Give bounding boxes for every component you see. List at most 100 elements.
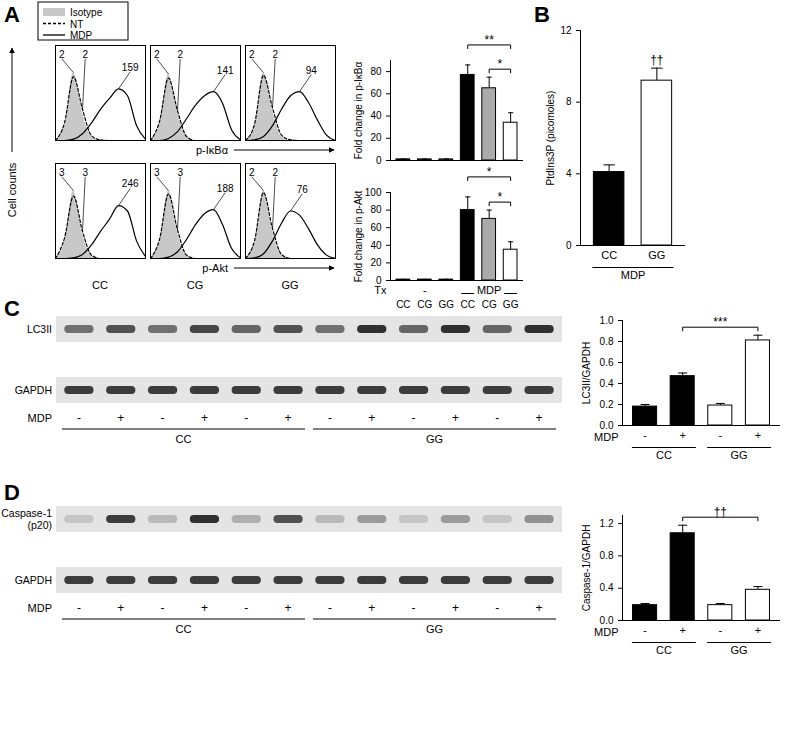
svg-text:Caspase-1/GAPDH: Caspase-1/GAPDH	[581, 525, 592, 612]
svg-text:NT: NT	[70, 19, 83, 30]
svg-text:3: 3	[82, 167, 88, 178]
svg-text:0: 0	[566, 240, 572, 251]
svg-text:-: -	[161, 411, 165, 425]
svg-text:CG: CG	[417, 299, 432, 310]
svg-text:PtdIns3P (picomoles): PtdIns3P (picomoles)	[545, 91, 556, 186]
svg-text:-: -	[328, 411, 332, 425]
svg-text:GAPDH: GAPDH	[15, 574, 52, 586]
svg-text:††: ††	[650, 53, 663, 67]
svg-text:40: 40	[370, 110, 382, 121]
svg-text:0.2: 0.2	[600, 399, 614, 410]
svg-text:LC3II/GAPDH: LC3II/GAPDH	[581, 342, 592, 404]
svg-text:0.8: 0.8	[600, 336, 614, 347]
svg-text:MDP: MDP	[594, 626, 618, 638]
svg-text:MDP: MDP	[594, 431, 618, 443]
svg-text:+: +	[536, 601, 543, 615]
svg-text:LC3II: LC3II	[27, 323, 52, 335]
svg-text:CC: CC	[176, 433, 192, 445]
svg-text:Caspase-1(p20): Caspase-1(p20)	[1, 507, 52, 531]
svg-text:MDP: MDP	[28, 602, 52, 614]
svg-text:CC: CC	[396, 299, 410, 310]
svg-text:-: -	[328, 601, 332, 615]
svg-text:+: +	[201, 411, 208, 425]
svg-text:GG: GG	[648, 249, 665, 261]
svg-text:0.4: 0.4	[600, 378, 614, 389]
svg-text:-: -	[423, 284, 427, 296]
svg-text:Fold change in p-Akt: Fold change in p-Akt	[353, 190, 364, 282]
svg-text:0: 0	[376, 155, 382, 166]
svg-text:GG: GG	[438, 299, 454, 310]
svg-text:+: +	[755, 429, 761, 441]
svg-text:A: A	[4, 2, 20, 27]
svg-text:GG: GG	[426, 433, 443, 445]
svg-text:+: +	[285, 411, 292, 425]
svg-text:-: -	[643, 429, 647, 441]
svg-text:GG: GG	[281, 279, 298, 291]
svg-text:4: 4	[566, 168, 572, 179]
svg-text:GG: GG	[731, 449, 748, 461]
svg-text:80: 80	[370, 66, 382, 77]
svg-text:60: 60	[370, 222, 382, 233]
svg-text:+: +	[201, 601, 208, 615]
svg-text:+: +	[117, 411, 124, 425]
svg-text:-: -	[718, 429, 722, 441]
svg-text:CC: CC	[656, 449, 672, 461]
svg-text:3: 3	[177, 167, 183, 178]
svg-text:0.0: 0.0	[600, 615, 614, 626]
svg-text:60: 60	[370, 88, 382, 99]
svg-text:-: -	[643, 624, 647, 636]
svg-text:-: -	[77, 411, 81, 425]
svg-text:20: 20	[370, 257, 382, 268]
svg-text:-: -	[244, 411, 248, 425]
svg-text:3: 3	[154, 167, 160, 178]
svg-text:2: 2	[249, 49, 255, 60]
svg-text:-: -	[77, 601, 81, 615]
svg-text:0.0: 0.0	[600, 420, 614, 431]
svg-text:12: 12	[560, 25, 572, 36]
svg-text:2: 2	[59, 49, 65, 60]
svg-text:Fold change in p-IκBα: Fold change in p-IκBα	[353, 62, 364, 160]
svg-text:Isotype: Isotype	[70, 7, 103, 18]
svg-text:94: 94	[306, 65, 318, 76]
svg-text:40: 40	[370, 240, 382, 251]
svg-text:+: +	[368, 601, 375, 615]
svg-text:††: ††	[714, 505, 727, 519]
svg-text:+: +	[755, 624, 761, 636]
svg-text:CG: CG	[187, 279, 204, 291]
svg-text:D: D	[4, 480, 20, 505]
svg-text:0.8: 0.8	[600, 550, 614, 561]
svg-text:-: -	[244, 601, 248, 615]
svg-text:+: +	[679, 624, 685, 636]
svg-text:C: C	[4, 296, 20, 321]
svg-text:MDP: MDP	[28, 412, 52, 424]
svg-text:2: 2	[82, 49, 88, 60]
svg-text:***: ***	[713, 315, 727, 329]
svg-text:MDP: MDP	[621, 269, 645, 281]
svg-text:1.2: 1.2	[600, 518, 614, 529]
svg-text:GG: GG	[731, 644, 748, 656]
svg-text:+: +	[452, 601, 459, 615]
svg-text:MDP: MDP	[70, 30, 93, 41]
svg-text:188: 188	[217, 183, 234, 194]
svg-text:+: +	[285, 601, 292, 615]
svg-text:-: -	[161, 601, 165, 615]
svg-text:Cell counts: Cell counts	[6, 162, 18, 217]
svg-text:2: 2	[272, 49, 278, 60]
svg-text:CG: CG	[482, 299, 497, 310]
svg-text:CC: CC	[460, 299, 474, 310]
svg-text:-: -	[495, 411, 499, 425]
svg-text:CC: CC	[92, 279, 108, 291]
svg-text:+: +	[117, 601, 124, 615]
svg-text:2: 2	[177, 49, 183, 60]
svg-text:100: 100	[365, 187, 382, 198]
svg-text:p-IκBα: p-IκBα	[196, 144, 229, 156]
svg-text:76: 76	[297, 184, 309, 195]
svg-text:-: -	[718, 624, 722, 636]
svg-text:-: -	[412, 601, 416, 615]
svg-text:20: 20	[370, 132, 382, 143]
svg-text:MDP: MDP	[477, 284, 501, 296]
svg-text:141: 141	[217, 65, 234, 76]
svg-text:Tx: Tx	[374, 284, 387, 296]
svg-text:159: 159	[122, 62, 139, 73]
svg-text:*: *	[498, 57, 503, 71]
